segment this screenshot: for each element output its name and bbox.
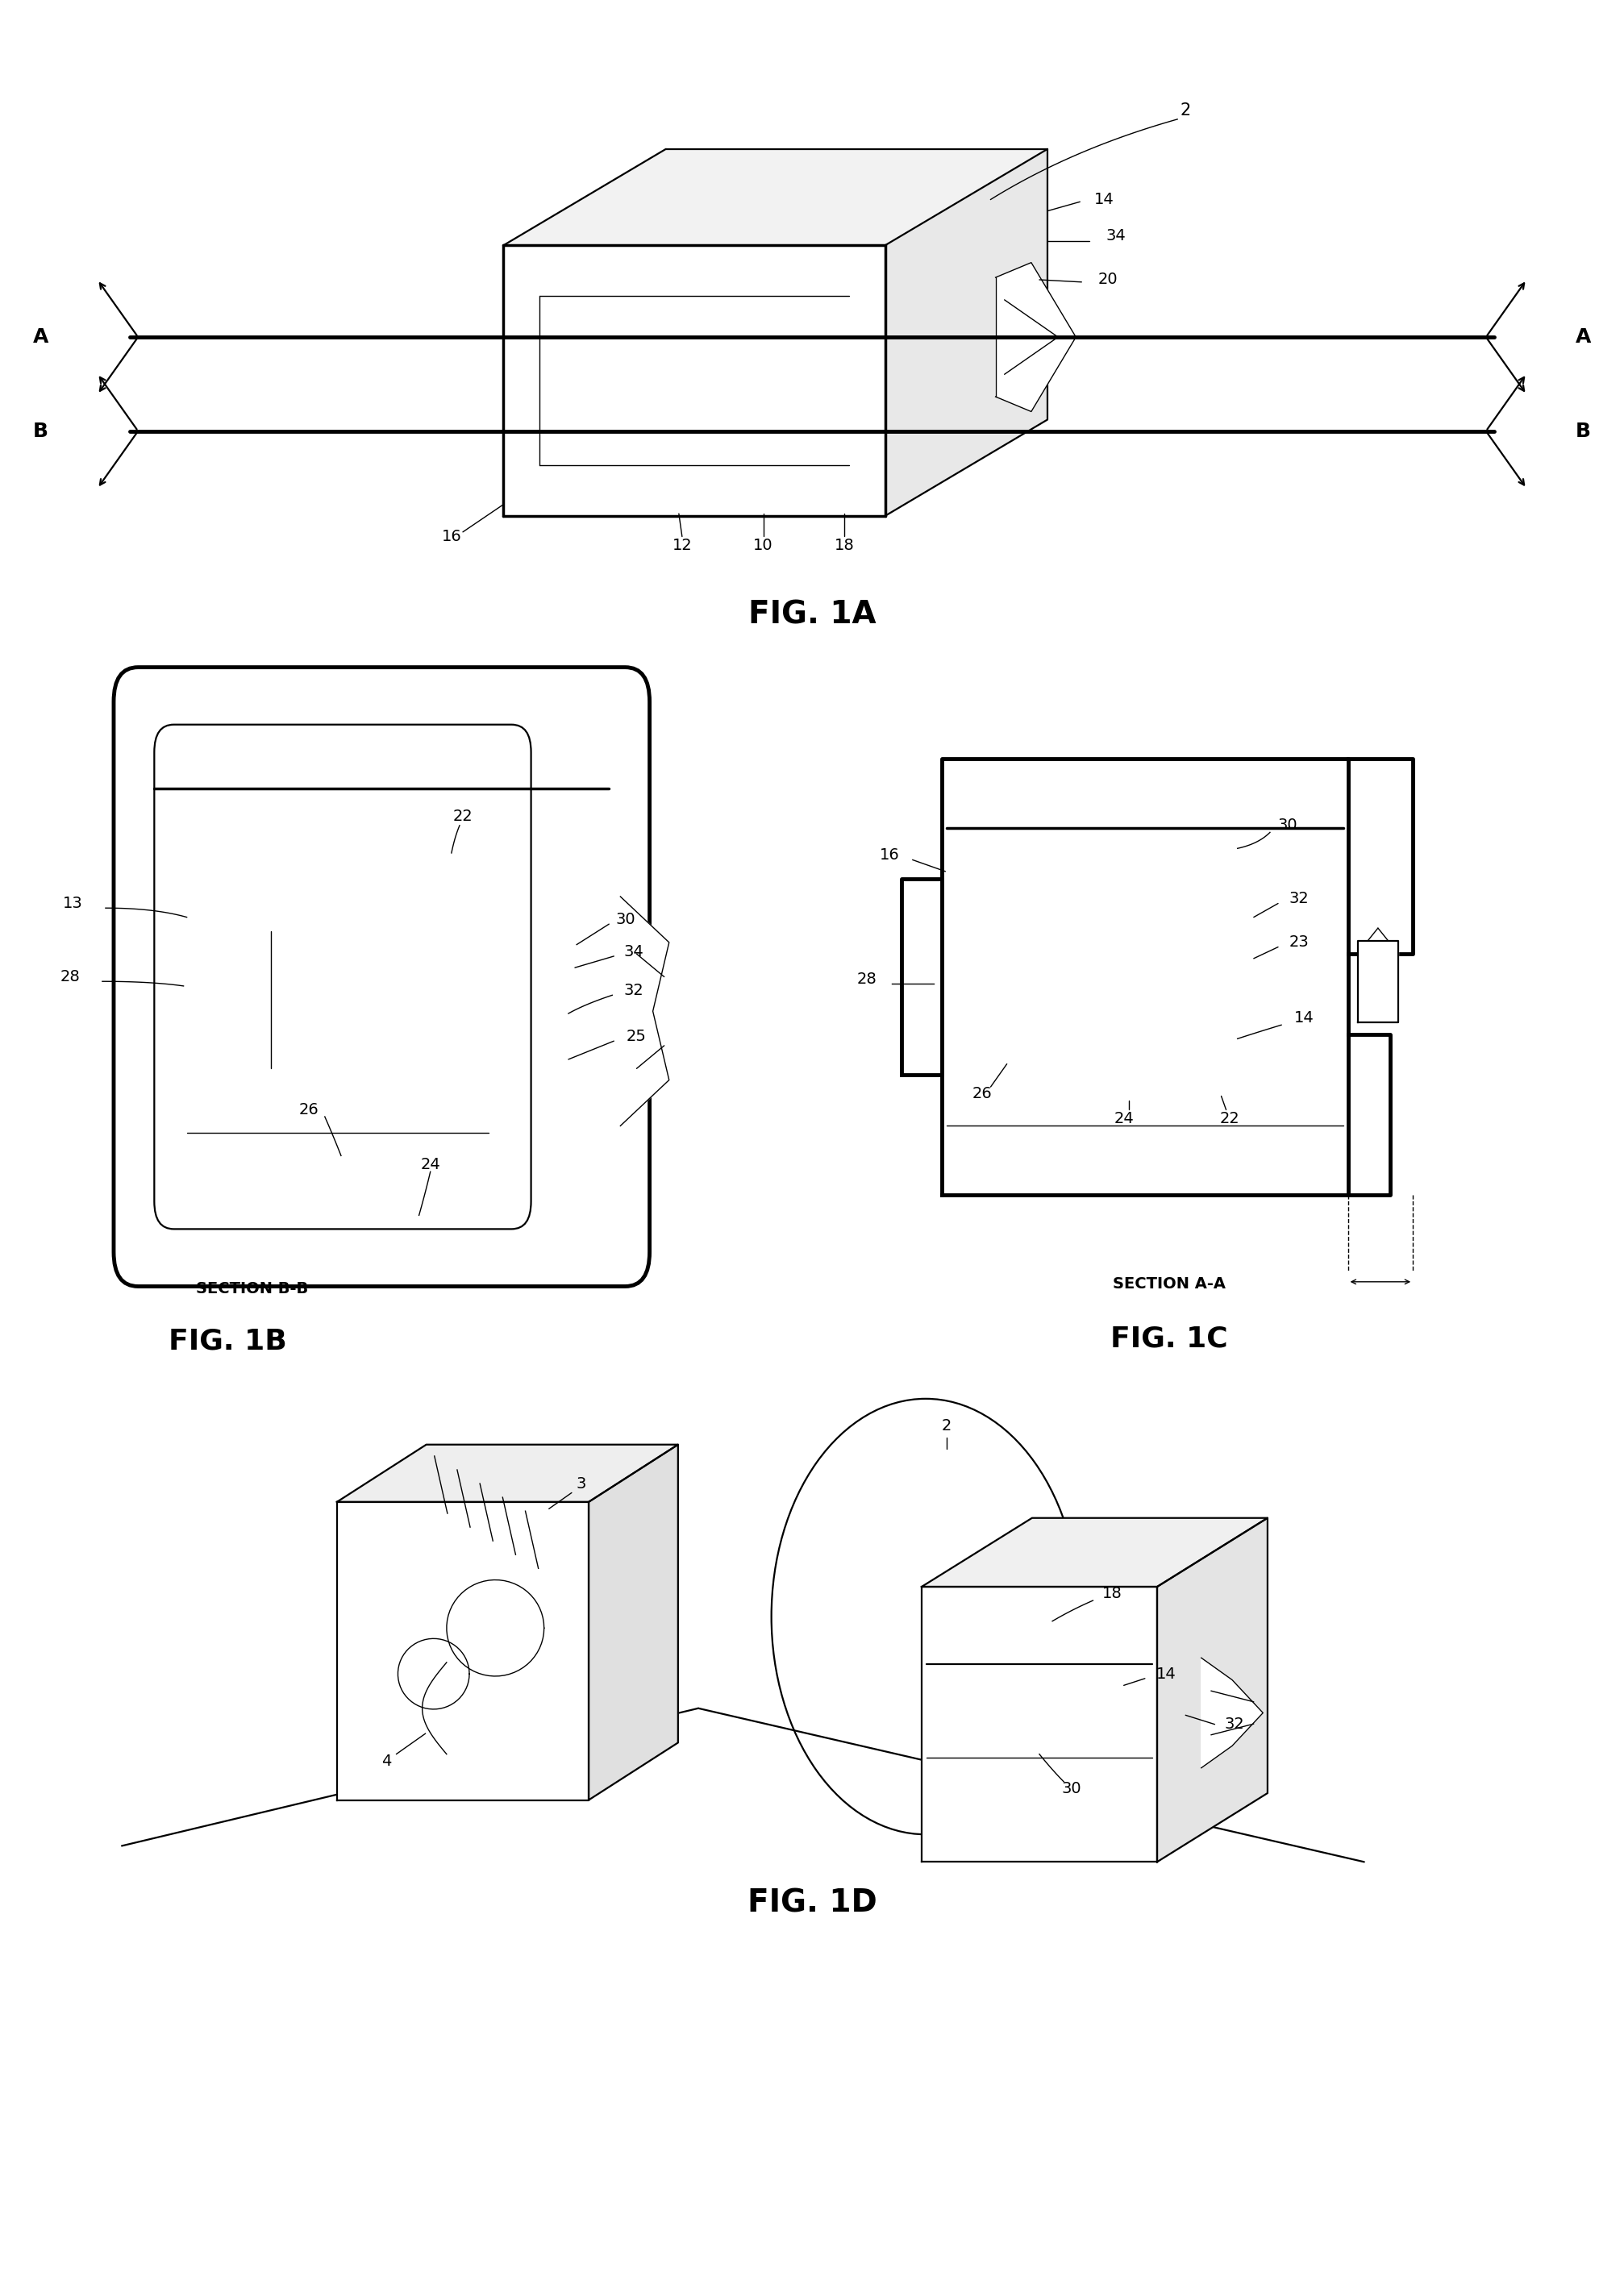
Polygon shape xyxy=(942,759,1348,1195)
Text: 4: 4 xyxy=(382,1754,391,1768)
Text: 3: 3 xyxy=(577,1477,586,1490)
Text: FIG. 1C: FIG. 1C xyxy=(1111,1325,1228,1353)
Text: 14: 14 xyxy=(1095,193,1114,206)
Text: SECTION A-A: SECTION A-A xyxy=(1112,1277,1226,1291)
Text: 28: 28 xyxy=(857,972,877,986)
Polygon shape xyxy=(885,149,1047,516)
Text: SECTION B-B: SECTION B-B xyxy=(195,1282,309,1296)
Polygon shape xyxy=(620,897,669,1126)
Text: A: A xyxy=(32,328,49,346)
Text: 25: 25 xyxy=(627,1030,646,1043)
Text: 34: 34 xyxy=(1106,229,1125,243)
Polygon shape xyxy=(996,261,1075,413)
Text: 26: 26 xyxy=(299,1103,318,1117)
Text: 26: 26 xyxy=(973,1087,992,1101)
Polygon shape xyxy=(1358,897,1398,1023)
Polygon shape xyxy=(336,1445,677,1502)
Text: 28: 28 xyxy=(60,970,80,984)
Text: 22: 22 xyxy=(1220,1112,1239,1126)
Polygon shape xyxy=(1202,1658,1263,1768)
Text: B: B xyxy=(1575,422,1592,440)
Text: 24: 24 xyxy=(1114,1112,1134,1126)
Text: 32: 32 xyxy=(1224,1717,1244,1731)
Text: 14: 14 xyxy=(1294,1011,1314,1025)
Text: 32: 32 xyxy=(1289,892,1309,906)
Text: 22: 22 xyxy=(453,809,473,823)
Polygon shape xyxy=(1156,1518,1267,1862)
Polygon shape xyxy=(922,1587,1156,1862)
Polygon shape xyxy=(588,1445,677,1800)
FancyBboxPatch shape xyxy=(114,667,650,1286)
Text: 12: 12 xyxy=(672,539,692,553)
Text: 18: 18 xyxy=(835,539,854,553)
Text: 18: 18 xyxy=(1103,1587,1122,1601)
Text: A: A xyxy=(1575,328,1592,346)
Text: FIG. 1D: FIG. 1D xyxy=(747,1887,877,1919)
Polygon shape xyxy=(336,1502,588,1800)
Text: 30: 30 xyxy=(1278,819,1298,832)
Text: FIG. 1B: FIG. 1B xyxy=(169,1328,286,1355)
Text: 30: 30 xyxy=(615,913,635,926)
Polygon shape xyxy=(901,878,942,1075)
Text: 24: 24 xyxy=(421,1158,440,1172)
Polygon shape xyxy=(922,1518,1267,1587)
Text: FIG. 1A: FIG. 1A xyxy=(749,598,875,631)
Polygon shape xyxy=(1348,1034,1390,1195)
Polygon shape xyxy=(503,245,885,516)
Polygon shape xyxy=(503,149,1047,245)
Text: B: B xyxy=(32,422,49,440)
Text: 16: 16 xyxy=(880,848,900,862)
Polygon shape xyxy=(1348,759,1413,954)
Text: 16: 16 xyxy=(442,530,461,543)
Text: 20: 20 xyxy=(1098,273,1117,287)
Text: 32: 32 xyxy=(624,984,643,997)
Text: 2: 2 xyxy=(1181,101,1190,119)
FancyBboxPatch shape xyxy=(154,725,531,1229)
Text: 2: 2 xyxy=(942,1419,952,1433)
Text: 14: 14 xyxy=(1156,1667,1176,1681)
Text: 10: 10 xyxy=(754,539,773,553)
Text: 30: 30 xyxy=(1062,1782,1082,1795)
Text: 23: 23 xyxy=(1289,936,1309,949)
Text: 13: 13 xyxy=(63,897,83,910)
Text: 34: 34 xyxy=(624,945,643,958)
